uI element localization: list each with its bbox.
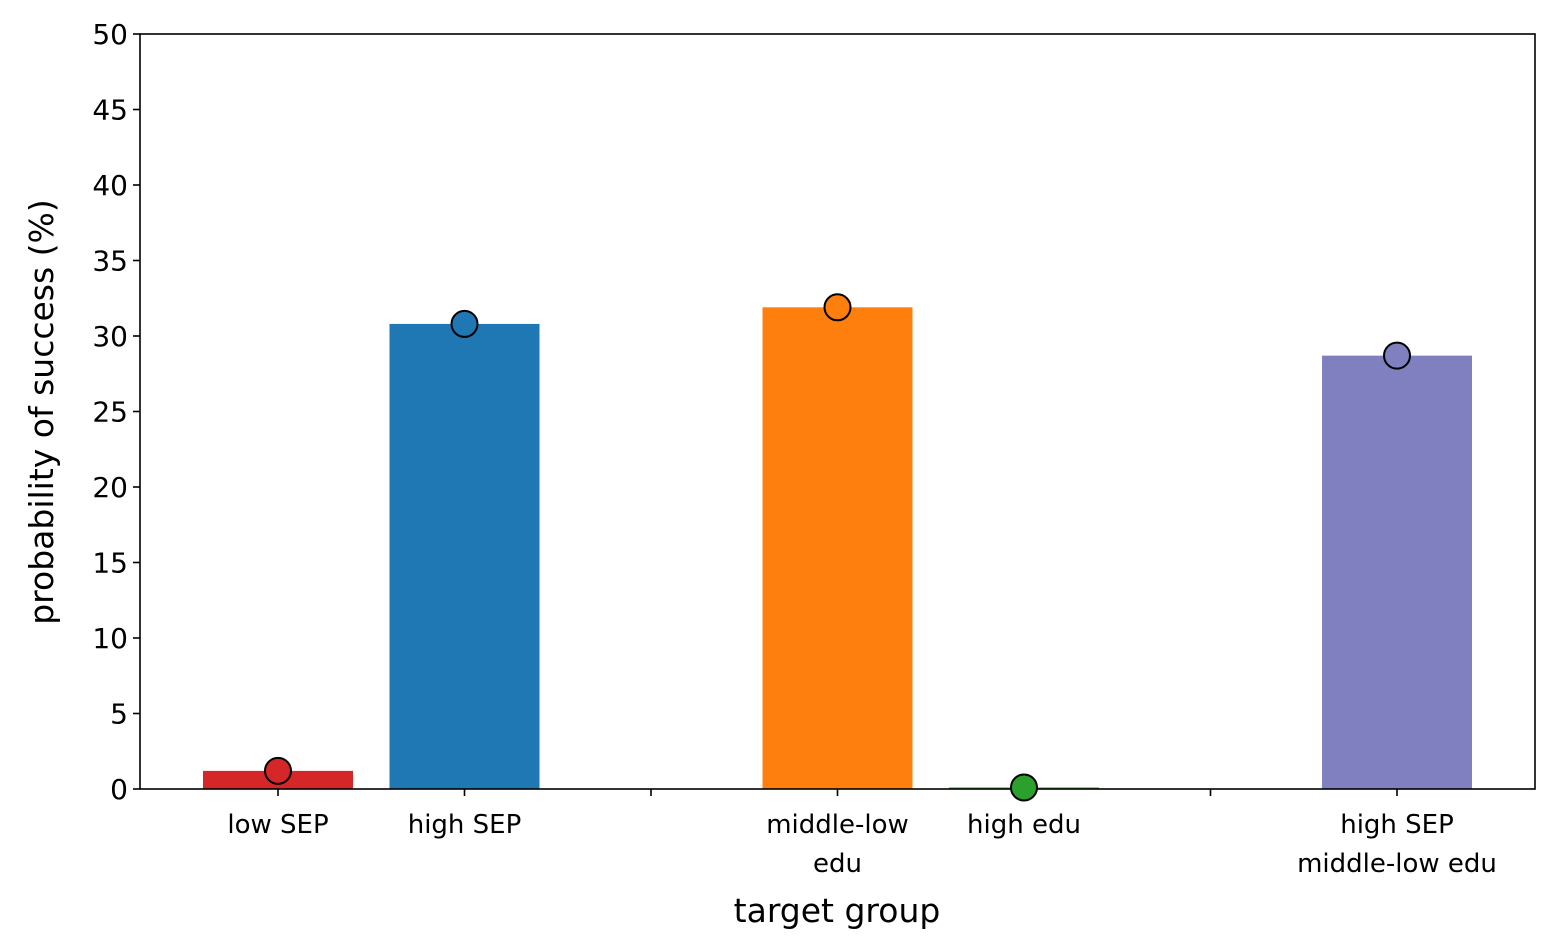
marker-3 [1010, 773, 1038, 802]
axes-frame [139, 33, 1536, 790]
y-tick-label-9: 45 [92, 94, 128, 127]
x-tick-label-line: middle-low edu [1297, 849, 1497, 879]
x-tick-label-0: low SEP [227, 810, 328, 840]
y-axis-title: probability of success (%) [22, 199, 61, 625]
marker-1 [450, 309, 479, 338]
x-tick-label-line: edu [813, 849, 862, 879]
x-axis-title: target group [734, 891, 941, 930]
x-tick-label-line: high SEP [1340, 810, 1454, 840]
y-tick-label-6: 30 [92, 320, 128, 353]
y-tick-label-5: 25 [92, 396, 128, 429]
y-tick-label-10: 50 [92, 18, 128, 51]
x-tick-label-3: high edu [967, 810, 1081, 840]
y-tick-label-3: 15 [92, 547, 128, 580]
x-tick-label-line: middle-low [766, 810, 909, 840]
marker-4 [1383, 341, 1411, 370]
y-tick-label-1: 5 [110, 698, 128, 731]
marker-0 [264, 756, 292, 785]
x-tick-label-1: high SEP [408, 810, 522, 840]
x-tick-label-line: high SEP [408, 810, 522, 840]
y-tick-label-0: 0 [110, 773, 128, 806]
x-tick-label-line: low SEP [227, 810, 328, 840]
bar-4 [1322, 355, 1472, 789]
x-tick-label-2: middle-low edu [766, 810, 909, 879]
bar-2 [762, 307, 913, 789]
marker-2 [823, 293, 852, 322]
y-tick-label-8: 40 [92, 169, 128, 202]
y-tick-label-7: 35 [92, 245, 128, 278]
y-tick-label-2: 10 [92, 622, 128, 655]
x-tick-label-4: high SEP middle-low edu [1297, 810, 1497, 879]
plot-area: 0 5 10 15 20 25 30 35 40 45 50 low SEP high SEP middl… [92, 18, 1536, 879]
y-tick-label-4: 20 [92, 471, 128, 504]
x-tick-label-line: high edu [967, 810, 1081, 840]
bar-1 [389, 323, 540, 789]
